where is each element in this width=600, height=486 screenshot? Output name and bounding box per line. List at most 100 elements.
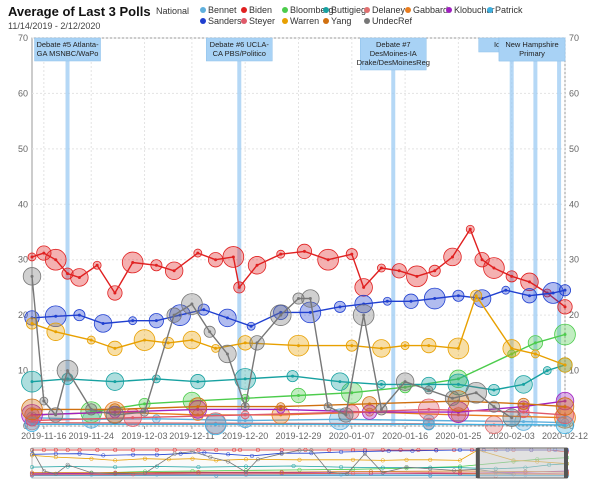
data-point-center [225, 352, 229, 356]
data-point-center [196, 380, 200, 384]
navigator-point [362, 451, 367, 456]
data-point-center [237, 285, 241, 289]
data-point-center [427, 407, 431, 411]
data-point-center [362, 285, 366, 289]
event-text: Drake/DesMoinesReg [357, 58, 430, 67]
data-point-center [113, 407, 117, 411]
data-point-center [154, 377, 158, 381]
navigator-point [380, 465, 385, 470]
data-point-center [89, 338, 93, 342]
data-point-center [196, 251, 200, 255]
legend-item[interactable]: Steyer [241, 16, 275, 26]
navigator-point [327, 470, 332, 475]
navigator-point [154, 452, 159, 457]
x-tick-label: 2019-11-16 [21, 431, 66, 441]
data-point-center [385, 299, 389, 303]
data-point-center [427, 388, 431, 392]
data-point-center [89, 407, 93, 411]
data-point-center [456, 382, 460, 386]
legend-item[interactable]: Sanders [200, 16, 242, 26]
data-point-center [172, 269, 176, 273]
navigator-point [226, 452, 231, 457]
x-tick-label: 2020-02-12 [542, 431, 588, 441]
legend-label: Sanders [208, 16, 242, 26]
navigator-point [178, 451, 183, 456]
legend-swatch [323, 6, 329, 13]
navigator-selection[interactable] [477, 447, 568, 479]
data-point-center [30, 255, 34, 259]
legend-item[interactable]: Bennet [200, 5, 237, 15]
data-point-center [279, 310, 283, 314]
data-point-center [297, 297, 300, 301]
navigator-point [339, 449, 344, 455]
legend-scope-label: National [156, 6, 190, 16]
y-tick-label-right: 30 [569, 255, 579, 265]
navigator-point [297, 448, 302, 453]
data-point-center [143, 410, 147, 414]
data-point-center [202, 308, 206, 312]
legend-swatch [200, 6, 206, 13]
navigator-line [31, 449, 514, 475]
legend-label: Gabbard [413, 5, 449, 15]
legend-item[interactable]: Biden [241, 5, 272, 15]
data-point-center [338, 380, 342, 384]
legend-item[interactable]: Bloomberg [282, 5, 334, 15]
data-point-center [225, 316, 229, 320]
event-band [533, 38, 538, 426]
y-tick-label-left: 10 [18, 366, 28, 376]
navigator-point [297, 457, 302, 462]
data-point-center [190, 302, 194, 306]
navigator-point [113, 470, 118, 475]
event-box [360, 37, 427, 71]
data-point-center [243, 418, 247, 422]
data-point-center [54, 314, 58, 318]
data-point-center [427, 422, 431, 426]
legend-item[interactable]: Buttigieg [323, 5, 366, 15]
legend-item[interactable]: Patrick [487, 5, 523, 15]
legend-swatch [446, 6, 452, 13]
data-point-center [231, 255, 235, 259]
navigator-point [368, 469, 373, 474]
data-point-center [143, 402, 147, 406]
legend-label: Bennet [208, 5, 237, 15]
data-point-center [344, 413, 348, 417]
x-tick-label: 2020-01-07 [329, 431, 375, 441]
navigator-point [113, 471, 118, 476]
data-point-center [66, 272, 70, 276]
navigator-handle-right[interactable] [564, 448, 568, 478]
navigator-point [279, 470, 284, 475]
data-point-center [415, 274, 419, 278]
data-point-center [143, 338, 147, 342]
data-point-center [30, 422, 34, 426]
x-tick-label: 2019-12-29 [275, 431, 321, 441]
data-point-center [308, 297, 312, 301]
navigator-point [41, 447, 46, 453]
navigator-point [410, 448, 415, 453]
event-text: Primary [519, 49, 545, 58]
legend-item[interactable]: Klobuchar [446, 5, 495, 15]
data-point-center [166, 341, 170, 345]
legend-item[interactable]: Delaney [364, 5, 405, 15]
legend-item[interactable]: Warren [282, 16, 319, 26]
legend-item[interactable]: Yang [323, 16, 351, 26]
y-tick-label-left: 50 [18, 144, 28, 154]
legend-swatch [241, 6, 247, 13]
data-point-center [456, 346, 460, 350]
legend-item[interactable]: Gabbard [405, 5, 448, 15]
y-tick-label-left: 60 [18, 88, 28, 98]
data-point-center [510, 416, 514, 420]
legend-item[interactable]: UndecRef [364, 16, 412, 26]
data-point-center [30, 274, 34, 278]
navigator-handle-left[interactable] [475, 448, 480, 478]
series-line [32, 400, 566, 411]
data-point-center [30, 380, 34, 384]
navigator-point [404, 457, 409, 462]
event-text: GA MSNBC/WaPo [37, 49, 99, 58]
navigator-point [386, 448, 391, 453]
legend-label: Biden [249, 5, 273, 15]
data-point-center [563, 399, 567, 403]
x-tick-label: 2020-01-16 [382, 431, 428, 441]
data-point-center [456, 413, 460, 417]
